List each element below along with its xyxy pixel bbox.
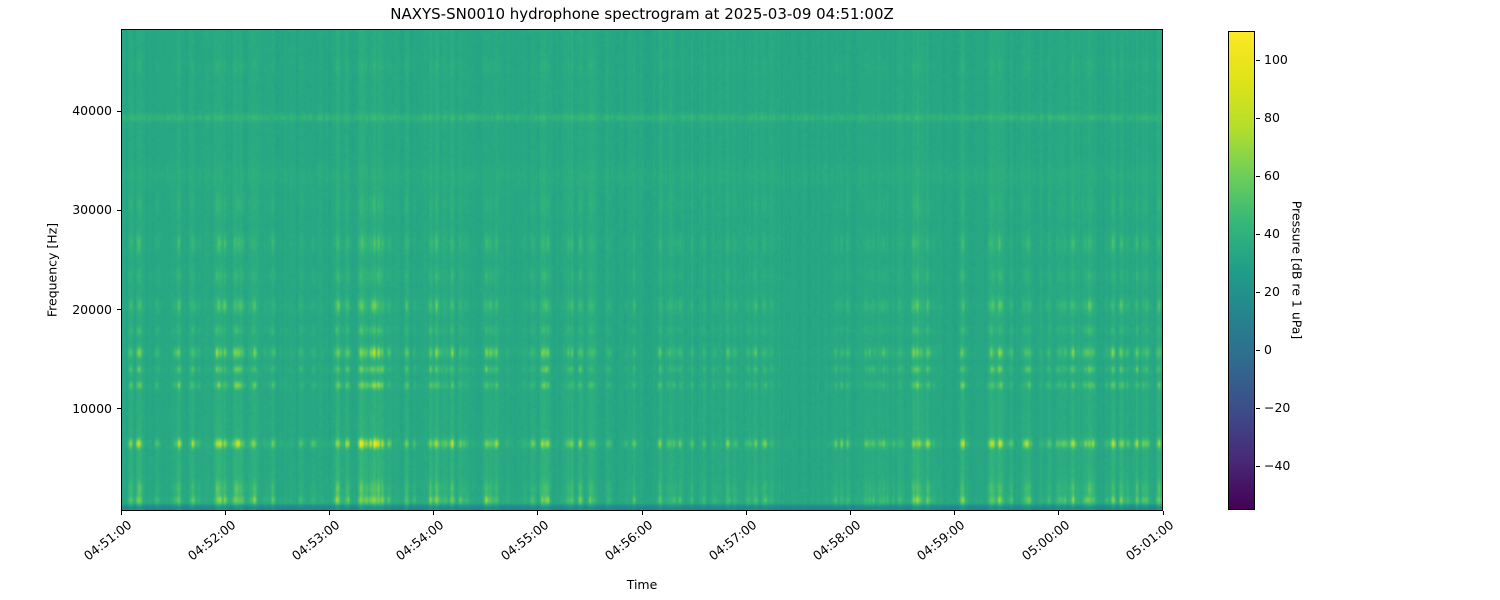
colorbar-tick-label: −40 — [1264, 458, 1291, 474]
colorbar-tick-label: 80 — [1264, 110, 1280, 126]
x-tick-mark — [537, 511, 539, 515]
x-tick-mark — [1162, 511, 1164, 515]
colorbar-tick-mark — [1256, 349, 1260, 351]
colorbar-tick-label: 60 — [1264, 168, 1280, 184]
plot-area — [121, 29, 1163, 511]
colorbar-tick-mark — [1256, 233, 1260, 235]
colorbar-tick-mark — [1256, 465, 1260, 467]
colorbar-tick-label: −20 — [1264, 400, 1291, 416]
y-tick-label: 40000 — [72, 103, 112, 119]
x-axis-label: Time — [626, 577, 658, 592]
x-tick-mark — [328, 511, 330, 515]
colorbar — [1228, 31, 1255, 510]
colorbar-tick-label: 100 — [1264, 52, 1288, 68]
colorbar-tick-mark — [1256, 175, 1260, 177]
chart-title: NAXYS-SN0010 hydrophone spectrogram at 2… — [390, 5, 894, 23]
colorbar-label: Pressure [dB re 1 uPa] — [1289, 200, 1305, 340]
colorbar-tick-label: 20 — [1264, 284, 1280, 300]
y-tick-label: 30000 — [72, 202, 112, 218]
colorbar-tick-mark — [1256, 117, 1260, 119]
colorbar-tick-mark — [1256, 59, 1260, 61]
x-tick-label: 04:58:00 — [810, 517, 864, 564]
y-tick-label: 20000 — [72, 301, 112, 317]
y-tick-mark — [117, 408, 121, 410]
y-axis-label: Frequency [Hz] — [44, 222, 60, 318]
x-tick-label: 04:56:00 — [601, 517, 656, 564]
x-tick-label: 04:52:00 — [184, 517, 239, 564]
x-tick-mark — [849, 511, 851, 515]
y-tick-label: 10000 — [72, 400, 112, 416]
x-tick-label: 05:00:00 — [1018, 517, 1073, 564]
colorbar-tick-label: 0 — [1264, 342, 1272, 358]
colorbar-tick-label: 40 — [1264, 226, 1280, 242]
y-tick-mark — [117, 309, 121, 311]
x-tick-mark — [641, 511, 643, 515]
x-tick-mark — [1058, 511, 1060, 515]
x-tick-label: 05:01:00 — [1122, 517, 1177, 564]
x-tick-mark — [120, 511, 122, 515]
x-tick-label: 04:59:00 — [914, 517, 968, 564]
x-tick-label: 04:55:00 — [497, 517, 552, 564]
y-tick-mark — [117, 110, 121, 112]
x-tick-label: 04:53:00 — [289, 517, 343, 564]
y-tick-mark — [117, 209, 121, 211]
x-tick-label: 04:54:00 — [393, 517, 447, 564]
x-tick-mark — [745, 511, 747, 515]
x-tick-label: 04:57:00 — [705, 517, 760, 564]
x-tick-mark — [433, 511, 435, 515]
x-tick-mark — [954, 511, 956, 515]
colorbar-tick-mark — [1256, 291, 1260, 293]
spectrogram-heatmap — [122, 30, 1162, 510]
x-tick-mark — [224, 511, 226, 515]
colorbar-tick-mark — [1256, 407, 1260, 409]
x-tick-label: 04:51:00 — [80, 517, 135, 564]
